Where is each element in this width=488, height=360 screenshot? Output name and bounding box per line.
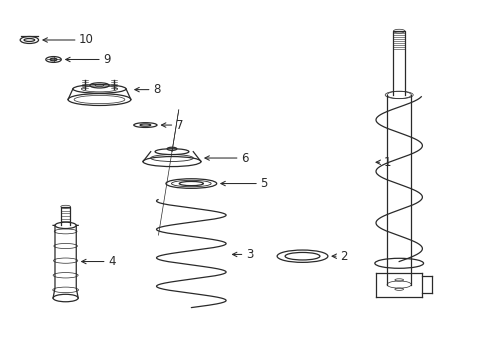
Text: 6: 6 xyxy=(241,152,248,165)
Text: 2: 2 xyxy=(340,250,347,263)
Text: 1: 1 xyxy=(383,156,390,169)
Text: 3: 3 xyxy=(245,248,253,261)
Text: 10: 10 xyxy=(79,33,94,46)
Text: 7: 7 xyxy=(176,118,183,131)
Text: 9: 9 xyxy=(103,53,111,66)
Text: 8: 8 xyxy=(153,83,160,96)
Text: 4: 4 xyxy=(108,255,116,268)
Text: 5: 5 xyxy=(260,177,267,190)
